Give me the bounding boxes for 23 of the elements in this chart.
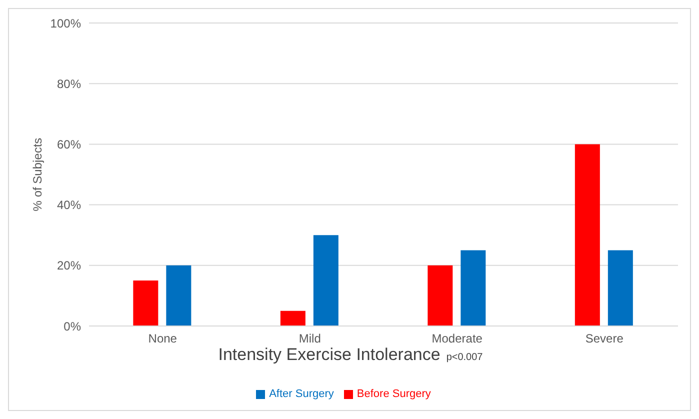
bar bbox=[166, 265, 192, 326]
bar bbox=[133, 280, 158, 326]
y-tick-label: 60% bbox=[56, 137, 82, 152]
legend-label: After Surgery bbox=[269, 388, 334, 400]
bar bbox=[280, 310, 306, 326]
y-tick-label: 80% bbox=[56, 76, 82, 91]
legend-label: Before Surgery bbox=[356, 388, 431, 400]
y-tick-label: 40% bbox=[56, 198, 82, 212]
x-tick-label: Severe bbox=[585, 332, 624, 346]
x-axis-title: Intensity Exercise Intolerance bbox=[218, 345, 440, 364]
x-tick-label: Moderate bbox=[432, 332, 483, 346]
y-axis-title: % of Subjects bbox=[30, 138, 44, 212]
x-tick-label: Mild bbox=[298, 332, 321, 346]
bar bbox=[608, 250, 633, 326]
y-tick-label: 100% bbox=[50, 16, 82, 30]
y-tick-label: 20% bbox=[56, 258, 82, 273]
text: p<0.007 bbox=[446, 352, 483, 363]
y-tick-label: 0% bbox=[64, 319, 82, 334]
x-tick-label: None bbox=[148, 332, 178, 346]
bar bbox=[460, 250, 486, 326]
bar bbox=[574, 144, 600, 326]
bar bbox=[313, 235, 338, 326]
bar bbox=[428, 265, 453, 326]
